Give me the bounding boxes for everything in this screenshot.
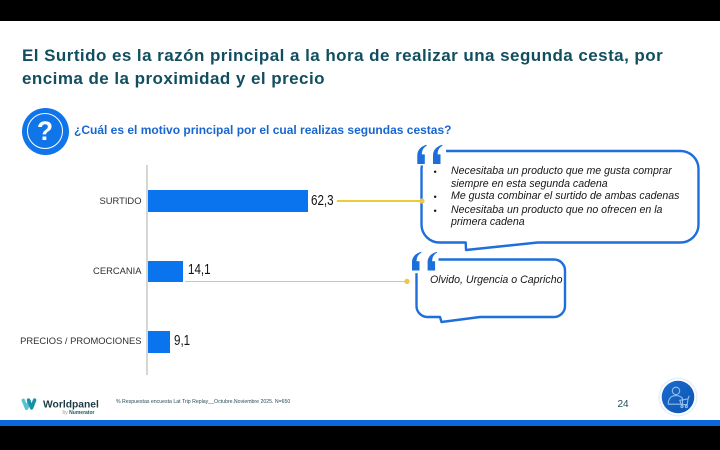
svg-text:Worldpanel: Worldpanel bbox=[43, 399, 99, 410]
svg-text:by Numerator: by Numerator bbox=[62, 410, 94, 416]
